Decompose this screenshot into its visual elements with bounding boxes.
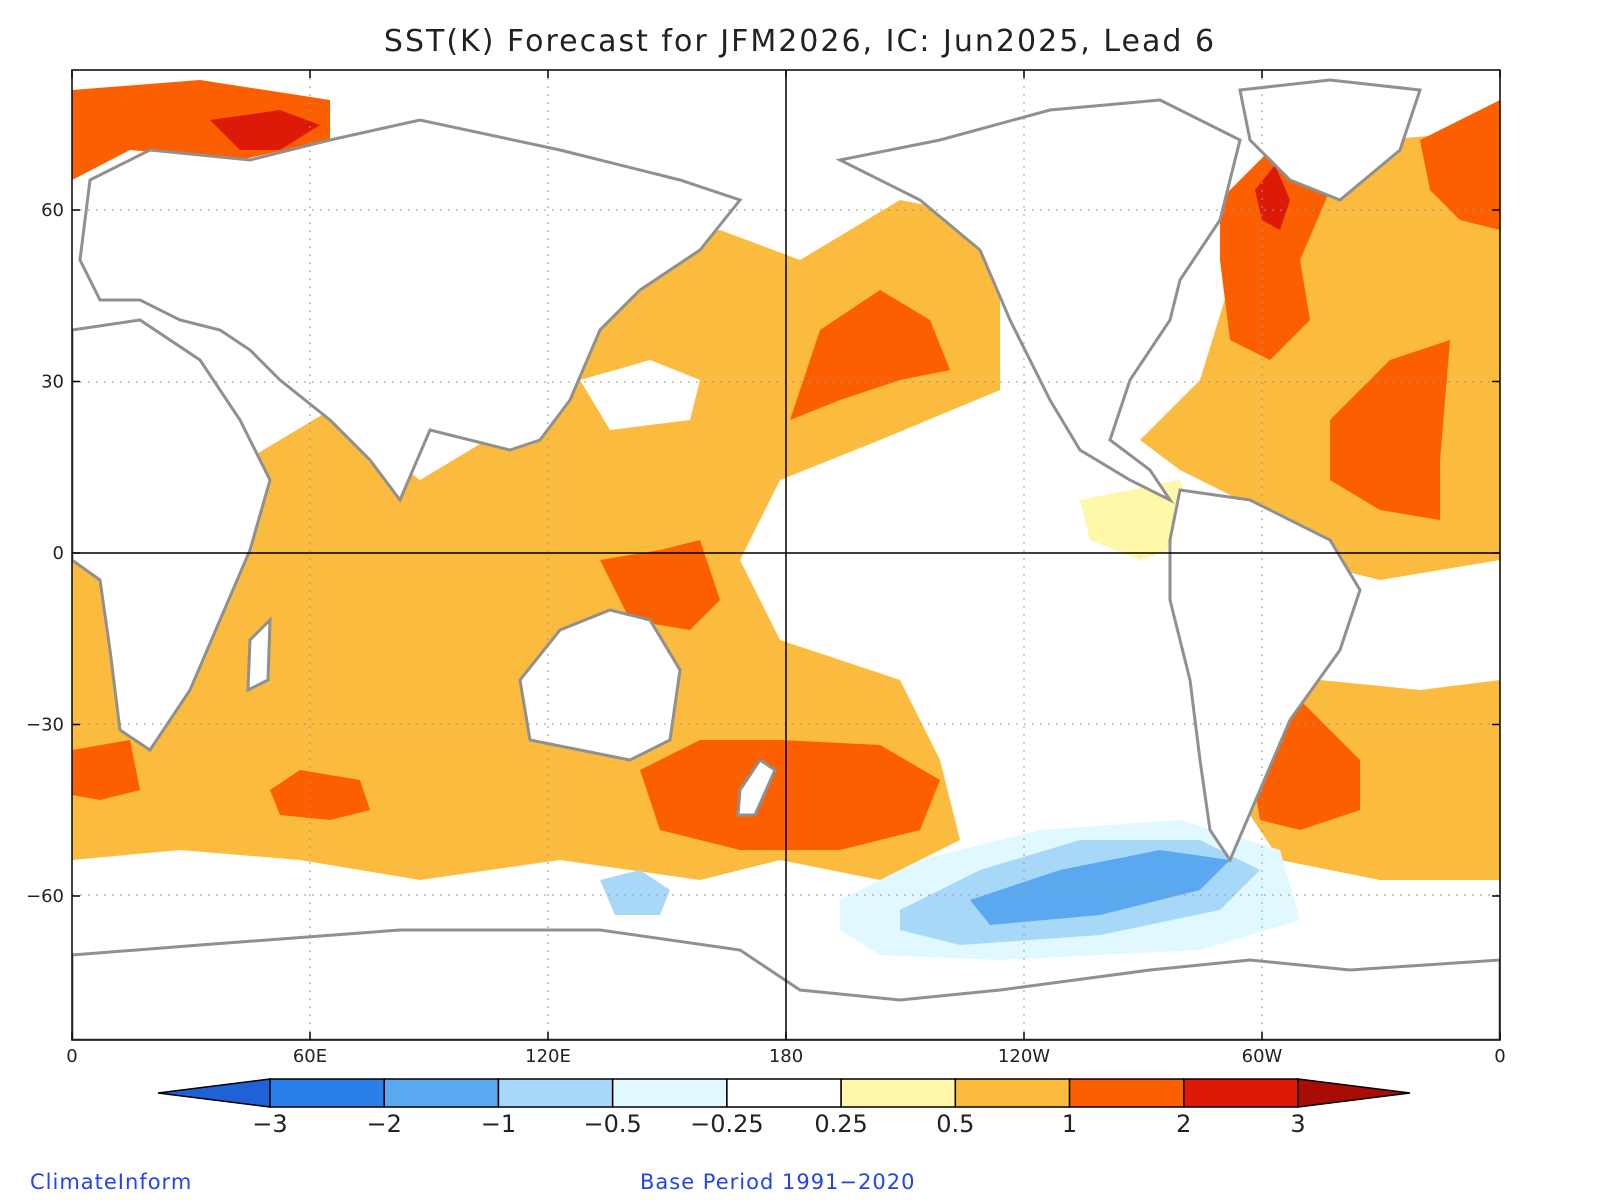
colorbar-box (1068, 1078, 1185, 1108)
base-period-note: Base Period 1991−2020 (640, 1170, 916, 1194)
lat-tick-label: −60 (26, 886, 64, 907)
colorbar-box (497, 1078, 614, 1108)
land-new-zealand (736, 757, 777, 817)
colorbar-level-label: −2 (367, 1110, 402, 1138)
region-warm-north-pacific (790, 290, 950, 420)
colorbar: −3 −2 −1 −0.5 −0.25 0.25 0.5 1 2 3 (157, 1078, 1411, 1138)
colorbar-arrow-low (157, 1078, 271, 1108)
colorbar-level-label: −0.5 (584, 1110, 642, 1138)
colorbar-box (611, 1078, 728, 1108)
land-africa (72, 318, 272, 753)
lat-tick-label: 60 (41, 200, 64, 221)
land-south-america (1168, 488, 1362, 864)
colorbar-level-label: 2 (1176, 1110, 1191, 1138)
latitude-axis: 60 30 0 −30 −60 (26, 200, 1500, 907)
region-warm-indian-pacific (72, 200, 1000, 880)
region-warm-agulhas (72, 740, 140, 800)
colorbar-level-label: 0.25 (814, 1110, 867, 1138)
chart-title: SST(K) Forecast for JFM2026, IC: Jun2025… (383, 24, 1217, 59)
land-greenland (1238, 78, 1423, 202)
region-warm-south-pacific (640, 740, 940, 850)
lon-tick-label: 180 (769, 1046, 803, 1067)
lon-tick-label: 60W (1242, 1046, 1283, 1067)
colorbar-box (840, 1078, 957, 1108)
region-warm-north-atlantic (1220, 150, 1330, 360)
region-neutral-north-pacific (580, 360, 700, 430)
colorbar-box (383, 1078, 500, 1108)
land-eurasia (78, 118, 743, 503)
region-warm-west-pacific (600, 540, 720, 630)
lon-tick-label: 60E (293, 1046, 327, 1067)
region-cool-south-indian (600, 870, 670, 915)
colorbar-level-label: −0.25 (690, 1110, 764, 1138)
land-madagascar (246, 616, 272, 693)
region-warm-south-indian (270, 770, 370, 820)
lon-tick-label: 0 (66, 1046, 77, 1067)
region-warm-barents (72, 80, 330, 180)
colorbar-box (1183, 1078, 1299, 1108)
colorbar-box (726, 1078, 842, 1108)
lon-tick-label: 0 (1494, 1046, 1505, 1067)
colorbar-level-label: −1 (481, 1110, 516, 1138)
colorbar-box (954, 1078, 1071, 1108)
colorbar-level-label: 0.5 (936, 1110, 974, 1138)
region-cold-southern-ocean (970, 850, 1230, 925)
region-strong-warm-barents (210, 110, 320, 150)
lat-tick-label: 0 (53, 543, 64, 564)
lon-tick-label: 120E (525, 1046, 571, 1067)
land-masses (72, 78, 1500, 1040)
sst-anomaly-field (72, 70, 1500, 1040)
region-strong-warm-labrador (1255, 165, 1290, 230)
lat-tick-label: −30 (26, 715, 64, 736)
region-warm-gulf-stream (1330, 340, 1450, 520)
lon-tick-label: 120W (998, 1046, 1050, 1067)
region-warm-labrador (1420, 100, 1500, 230)
colorbar-arrow-high (1297, 1078, 1411, 1108)
source-credit: ClimateInform (30, 1170, 193, 1194)
land-north-america (835, 98, 1242, 504)
colorbar-level-label: 1 (1062, 1110, 1077, 1138)
colorbar-level-label: −3 (252, 1110, 287, 1138)
colorbar-level-label: 3 (1290, 1110, 1305, 1138)
land-australia (518, 608, 682, 762)
longitude-axis: 0 60E 120E 180 120W 60W 0 (66, 70, 1506, 1067)
colorbar-box (269, 1078, 385, 1108)
lat-tick-label: 30 (41, 372, 64, 393)
